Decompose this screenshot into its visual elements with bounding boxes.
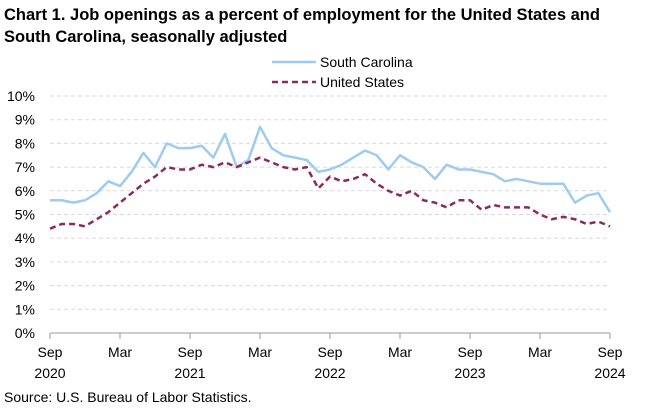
y-tick-label: 8%	[15, 135, 35, 151]
y-tick-label: 10%	[7, 88, 35, 104]
series-line-south-carolina	[50, 125, 612, 213]
legend-label: United States	[320, 74, 404, 90]
y-tick-label: 7%	[15, 159, 35, 175]
legend-label: South Carolina	[320, 54, 413, 70]
x-tick-month: Sep	[318, 344, 343, 360]
source-note: Source: U.S. Bureau of Labor Statistics.	[4, 389, 252, 405]
series-line-united-states	[49, 156, 611, 230]
x-tick-month: Mar	[528, 344, 552, 360]
x-tick-month: Mar	[248, 344, 272, 360]
x-tick-year: 2024	[594, 365, 625, 381]
y-tick-label: 5%	[15, 207, 35, 223]
y-tick-label: 9%	[15, 112, 35, 128]
legend: South Carolina United States	[272, 54, 413, 90]
x-tick-year: 2022	[314, 365, 345, 381]
x-tick-year: 2023	[454, 365, 485, 381]
x-tick-month: Mar	[108, 344, 132, 360]
x-tick-month: Mar	[388, 344, 412, 360]
y-tick-label: 0%	[15, 325, 35, 341]
x-tick-month: Sep	[598, 344, 623, 360]
x-axis-ticks: Sep 2020 Mar Sep 2021 Mar Sep 2022 Mar Sep 2023 Mar…	[34, 333, 626, 381]
y-axis-ticks: 0% 1% 2% 3% 4% 5% 6% 7% 8% 9% 10%	[7, 88, 35, 341]
series-lines	[49, 125, 612, 230]
y-tick-label: 2%	[15, 278, 35, 294]
x-tick-year: 2021	[174, 365, 205, 381]
y-tick-label: 3%	[15, 254, 35, 270]
y-tick-label: 4%	[15, 230, 35, 246]
chart-title: Chart 1. Job openings as a percent of em…	[4, 6, 600, 46]
x-tick-month: Sep	[178, 344, 203, 360]
y-tick-label: 1%	[15, 301, 35, 317]
x-tick-year: 2020	[34, 365, 65, 381]
x-tick-month: Sep	[458, 344, 483, 360]
y-tick-label: 6%	[15, 183, 35, 199]
x-tick-month: Sep	[38, 344, 63, 360]
grid-lines	[50, 95, 610, 334]
